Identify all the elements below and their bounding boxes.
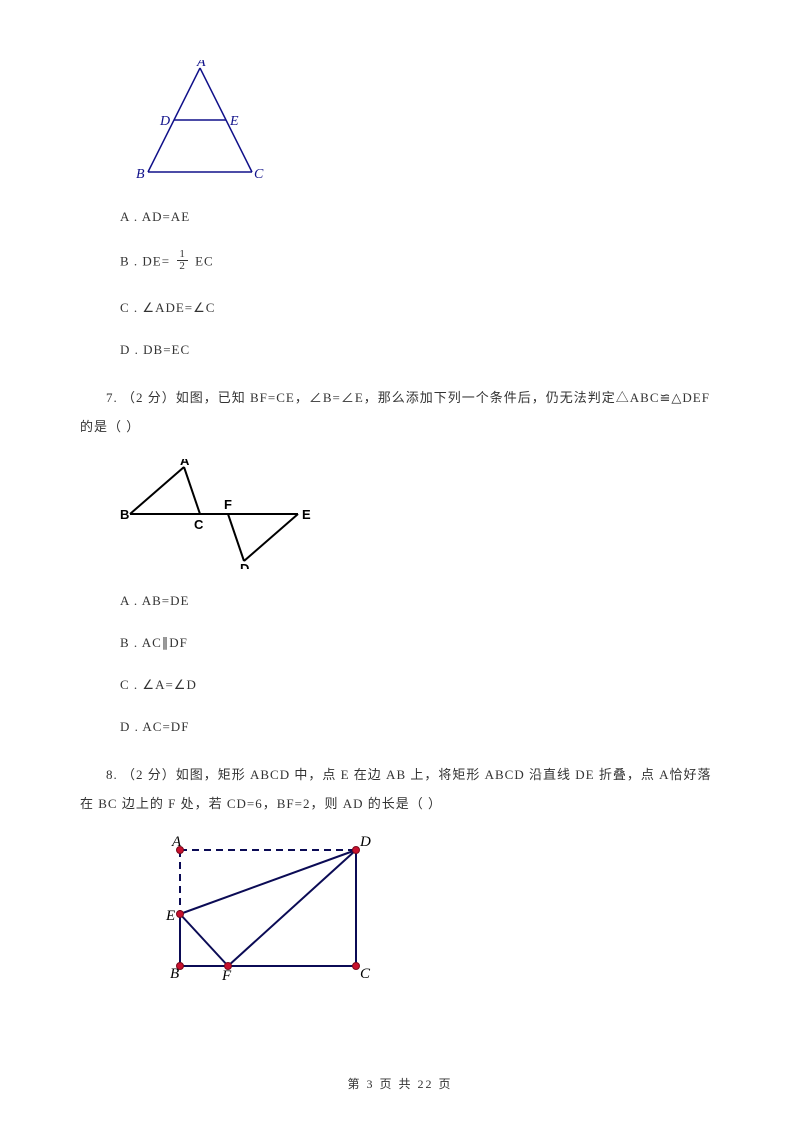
- q7-option-c: C . ∠A=∠D: [120, 677, 720, 693]
- figure-q8: A D B C E F: [150, 836, 720, 986]
- svg-text:B: B: [120, 507, 129, 522]
- fraction-half: 1 2: [177, 249, 188, 272]
- figure-q6: A B C D E: [120, 60, 720, 185]
- svg-text:C: C: [254, 167, 264, 182]
- q7-options: A . AB=DE B . AC∥DF C . ∠A=∠D D . AC=DF: [120, 593, 720, 735]
- svg-text:D: D: [159, 114, 170, 129]
- page-footer: 第 3 页 共 22 页: [0, 1075, 800, 1092]
- svg-text:E: E: [302, 507, 311, 522]
- svg-text:F: F: [221, 968, 232, 984]
- q7-option-d: D . AC=DF: [120, 719, 720, 735]
- q8-stem: 8. （2 分）如图，矩形 ABCD 中，点 E 在边 AB 上，将矩形 ABC…: [80, 761, 720, 818]
- page: { "figure1":{ "width":145,"height":125, …: [0, 0, 800, 1132]
- svg-text:B: B: [170, 966, 179, 982]
- q7-option-b: B . AC∥DF: [120, 635, 720, 651]
- q6-option-b: B . DE= 1 2 EC: [120, 251, 720, 274]
- svg-text:A: A: [171, 836, 182, 850]
- q6-option-c: C . ∠ADE=∠C: [120, 300, 720, 316]
- figure-q7: A B C F E D: [120, 459, 720, 569]
- q7-stem: 7. （2 分）如图，已知 BF=CE，∠B=∠E，那么添加下列一个条件后，仍无…: [80, 384, 720, 441]
- q6-options: A . AD=AE B . DE= 1 2 EC C . ∠ADE=∠C D .…: [120, 209, 720, 358]
- q6-option-a: A . AD=AE: [120, 209, 720, 225]
- svg-text:D: D: [359, 836, 371, 850]
- q7-option-a: A . AB=DE: [120, 593, 720, 609]
- svg-text:C: C: [194, 517, 204, 532]
- svg-text:F: F: [224, 497, 232, 512]
- fraction-den: 2: [177, 261, 188, 272]
- svg-text:C: C: [360, 966, 371, 982]
- svg-text:E: E: [165, 908, 175, 924]
- q6-opt-b-post: EC: [195, 253, 214, 268]
- q6-option-d: D . DB=EC: [120, 342, 720, 358]
- svg-text:D: D: [240, 561, 249, 569]
- q6-opt-b-pre: B . DE=: [120, 253, 170, 268]
- svg-text:A: A: [196, 60, 206, 70]
- svg-text:B: B: [136, 167, 145, 182]
- svg-text:A: A: [180, 459, 190, 468]
- svg-text:E: E: [229, 114, 239, 129]
